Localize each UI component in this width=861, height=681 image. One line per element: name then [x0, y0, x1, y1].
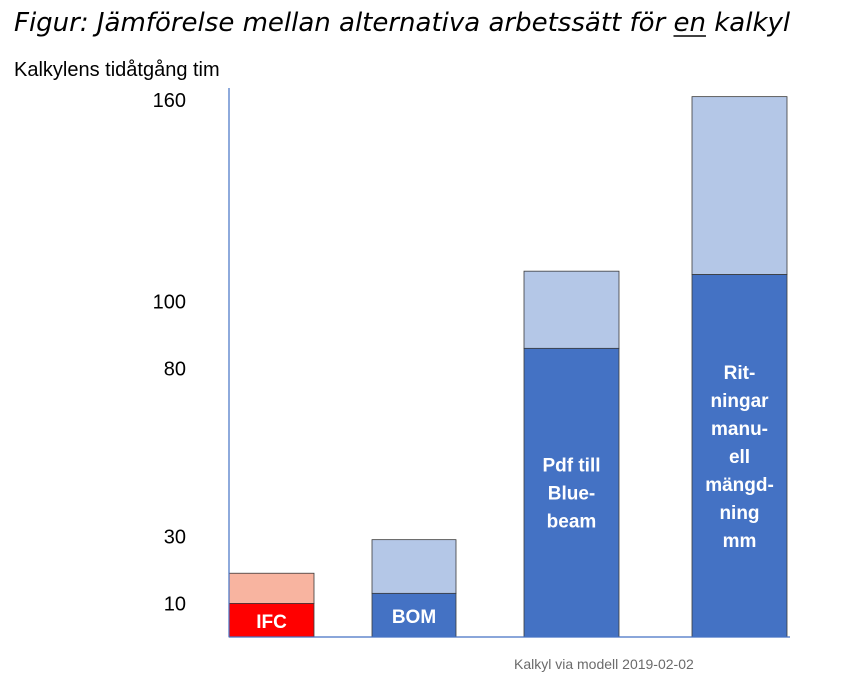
bar-label-line: mm: [723, 531, 757, 552]
bar-labels: IFC BOM Pdf till Blue-beam Rit-ningar manu-el…: [256, 363, 774, 633]
footnote: Kalkyl via modell 2019-02-02: [514, 656, 694, 672]
chart-title-part-0: Figur: Jämförelse mellan alternativa arb…: [14, 8, 673, 38]
y-tick-label-160: 160: [153, 90, 186, 112]
bar-label-line: ell: [729, 447, 750, 468]
y-axis-label: Kalkylens tidåtgång tim: [14, 59, 220, 81]
bar-label-line: IFC: [256, 612, 287, 633]
bar-label-line: beam: [547, 512, 597, 533]
bar-label-line: Rit-: [724, 363, 756, 384]
bar-label-line: ning: [719, 503, 759, 524]
bar-upper-segment: [371, 539, 457, 594]
y-tick-label-10: 10: [164, 593, 186, 615]
bar-lower-segment: [371, 592, 457, 638]
y-tick-label-30: 30: [164, 526, 186, 548]
chart-title-part-1: en: [673, 8, 705, 38]
bar-upper-segment: [523, 270, 620, 349]
bar-label-line: ningar: [710, 391, 769, 412]
bars: [228, 96, 788, 638]
bar-label-line: Blue-: [548, 484, 596, 505]
y-tick-labels: 10 30 80 100 160: [153, 90, 186, 615]
y-tick-label-80: 80: [164, 359, 186, 381]
chart-title: Figur: Jämförelse mellan alternativa arb…: [14, 8, 791, 38]
bar-label-line: Pdf till: [542, 456, 600, 477]
bar-label-line: mängd-: [705, 475, 774, 496]
y-tick-label-100: 100: [153, 291, 186, 313]
bar-lower-segment: [691, 274, 788, 638]
bar-upper-segment: [228, 572, 315, 604]
chart-title-part-2: kalkyl: [706, 8, 791, 38]
bar-label-line: manu-: [711, 419, 768, 440]
bar-upper-segment: [691, 96, 788, 275]
bar-label-line: BOM: [392, 607, 436, 628]
